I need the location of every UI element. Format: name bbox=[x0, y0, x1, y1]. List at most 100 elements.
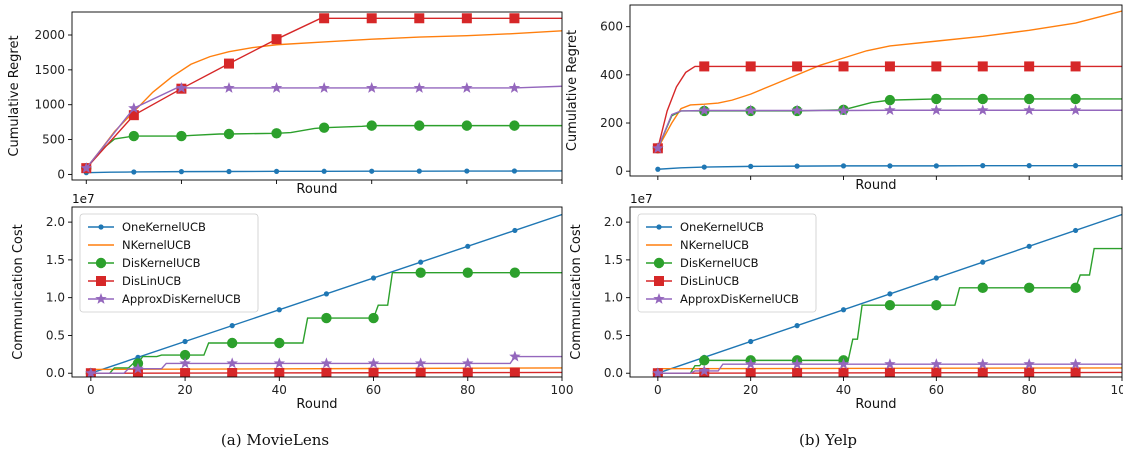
marker-ApproxDisKernelUCB bbox=[652, 367, 664, 377]
marker-OneKernelUCB bbox=[464, 168, 470, 174]
marker-OneKernelUCB bbox=[131, 169, 137, 175]
y-tick-label: 1.0 bbox=[46, 291, 65, 305]
legend-marker-OneKernelUCB bbox=[98, 224, 104, 230]
x-tick-label: 20 bbox=[177, 383, 192, 397]
y-axis: 0 200 400 600 bbox=[600, 20, 630, 178]
marker-DisKernelUCB bbox=[318, 122, 330, 133]
marker-ApproxDisKernelUCB bbox=[744, 104, 757, 116]
x-axis-label: Round bbox=[855, 397, 896, 412]
marker-DisLinUCB bbox=[414, 13, 425, 24]
marker-DisLinUCB bbox=[792, 61, 803, 72]
marker-DisLinUCB bbox=[884, 61, 895, 72]
legend-marker-ApproxDisKernelUCB bbox=[95, 293, 107, 304]
plot-frame bbox=[629, 206, 1123, 378]
marker-ApproxDisKernelUCB bbox=[1023, 104, 1035, 116]
y-tick-label: 2000 bbox=[34, 28, 65, 42]
marker-OneKernelUCB bbox=[465, 243, 471, 249]
y-axis-exponent: 1e7 bbox=[630, 192, 653, 206]
marker-ApproxDisKernelUCB bbox=[744, 358, 757, 370]
caption-movielens: (a) MovieLens bbox=[221, 431, 329, 449]
marker-OneKernelUCB bbox=[182, 338, 188, 345]
legend-label-NKernelUCB: NKernelUCB bbox=[122, 238, 191, 252]
marker-DisLinUCB bbox=[1070, 367, 1081, 377]
y-axis-label: Cumulative Regret bbox=[565, 30, 580, 151]
x-tick-label: 40 bbox=[836, 383, 851, 397]
marker-OneKernelUCB bbox=[701, 164, 707, 170]
y-tick-label: 1.0 bbox=[604, 291, 623, 305]
x-tick-label: 100 bbox=[1111, 383, 1123, 397]
marker-ApproxDisKernelUCB bbox=[175, 81, 188, 93]
marker-ApproxDisKernelUCB bbox=[226, 357, 238, 369]
series-line-OneKernelUCB bbox=[657, 164, 1122, 170]
y-tick-label: 1500 bbox=[34, 63, 65, 77]
y-tick-label: 600 bbox=[600, 20, 623, 34]
marker-DisLinUCB bbox=[128, 110, 139, 121]
marker-OneKernelUCB bbox=[178, 169, 185, 175]
panel-movielens-comm: 0 20 40 60 80 100 0.0 0.5 1.0 1.5 2.0 1e7 Round Commu… bbox=[11, 192, 573, 412]
legend-label-OneKernelUCB: OneKernelUCB bbox=[122, 220, 206, 234]
marker-OneKernelUCB bbox=[416, 168, 422, 174]
marker-DisKernelUCB bbox=[509, 267, 521, 278]
marker-DisLinUCB bbox=[319, 13, 330, 24]
series-line-NKernelUCB bbox=[85, 30, 562, 169]
marker-OneKernelUCB bbox=[933, 275, 939, 281]
marker-ApproxDisKernelUCB bbox=[791, 358, 803, 370]
y-tick-label: 2.0 bbox=[46, 215, 65, 229]
marker-DisKernelUCB bbox=[462, 267, 473, 278]
x-axis bbox=[657, 176, 1123, 180]
marker-DisLinUCB bbox=[462, 367, 473, 377]
marker-DisLinUCB bbox=[227, 367, 238, 377]
marker-OneKernelUCB bbox=[418, 259, 424, 265]
legend: OneKernelUCB NKernelUCB DisKernelUCB DisLin… bbox=[79, 213, 259, 313]
marker-DisLinUCB bbox=[977, 61, 988, 72]
y-tick-label: 200 bbox=[600, 116, 623, 130]
marker-DisKernelUCB bbox=[321, 312, 332, 324]
legend-marker-DisLinUCB bbox=[96, 276, 106, 286]
marker-ApproxDisKernelUCB bbox=[320, 357, 333, 369]
marker-OneKernelUCB bbox=[794, 323, 800, 329]
marker-ApproxDisKernelUCB bbox=[930, 358, 943, 370]
legend-label-DisKernelUCB: DisKernelUCB bbox=[122, 256, 201, 270]
marker-ApproxDisKernelUCB bbox=[462, 357, 474, 369]
marker-DisKernelUCB bbox=[274, 337, 285, 349]
marker-ApproxDisKernelUCB bbox=[367, 357, 380, 369]
marker-OneKernelUCB bbox=[840, 307, 847, 313]
marker-OneKernelUCB bbox=[840, 163, 847, 169]
marker-ApproxDisKernelUCB bbox=[884, 358, 896, 370]
legend-label-DisLinUCB: DisLinUCB bbox=[680, 274, 739, 288]
x-axis: 0 20 40 60 80 100 bbox=[654, 377, 1123, 397]
marker-ApproxDisKernelUCB bbox=[179, 357, 191, 369]
marker-DisLinUCB bbox=[745, 61, 756, 72]
marker-OneKernelUCB bbox=[887, 163, 893, 169]
marker-DisLinUCB bbox=[271, 34, 282, 45]
marker-ApproxDisKernelUCB bbox=[698, 364, 710, 376]
legend-label-NKernelUCB: NKernelUCB bbox=[680, 238, 749, 252]
y-tick-label: 1000 bbox=[34, 98, 65, 112]
marker-DisLinUCB bbox=[977, 367, 988, 377]
caption-yelp: (b) Yelp bbox=[799, 431, 857, 449]
marker-DisKernelUCB bbox=[226, 337, 238, 349]
marker-DisLinUCB bbox=[509, 13, 520, 24]
marker-ApproxDisKernelUCB bbox=[977, 104, 989, 116]
y-tick-label: 2.0 bbox=[604, 215, 623, 229]
marker-DisLinUCB bbox=[366, 13, 377, 24]
marker-OneKernelUCB bbox=[273, 168, 280, 174]
marker-DisKernelUCB bbox=[415, 267, 426, 278]
plot-frame bbox=[71, 11, 563, 181]
y-axis-label: Cumulative Regret bbox=[7, 35, 22, 156]
x-axis-label: Round bbox=[296, 397, 337, 412]
marker-DisKernelUCB bbox=[1070, 93, 1081, 105]
marker-DisLinUCB bbox=[461, 13, 472, 24]
marker-ApproxDisKernelUCB bbox=[128, 102, 140, 114]
marker-OneKernelUCB bbox=[1026, 163, 1032, 169]
plot-area bbox=[652, 213, 1122, 377]
legend-box bbox=[637, 213, 817, 313]
legend-label-ApproxDisKernelUCB: ApproxDisKernelUCB bbox=[122, 292, 241, 306]
marker-OneKernelUCB bbox=[511, 168, 518, 174]
plot-frame bbox=[629, 4, 1123, 177]
y-tick-label: 0 bbox=[615, 164, 623, 178]
y-tick-label: 500 bbox=[42, 133, 65, 147]
marker-DisKernelUCB bbox=[931, 300, 942, 311]
marker-ApproxDisKernelUCB bbox=[884, 104, 896, 116]
x-axis: 0 20 40 60 80 100 bbox=[87, 377, 573, 397]
